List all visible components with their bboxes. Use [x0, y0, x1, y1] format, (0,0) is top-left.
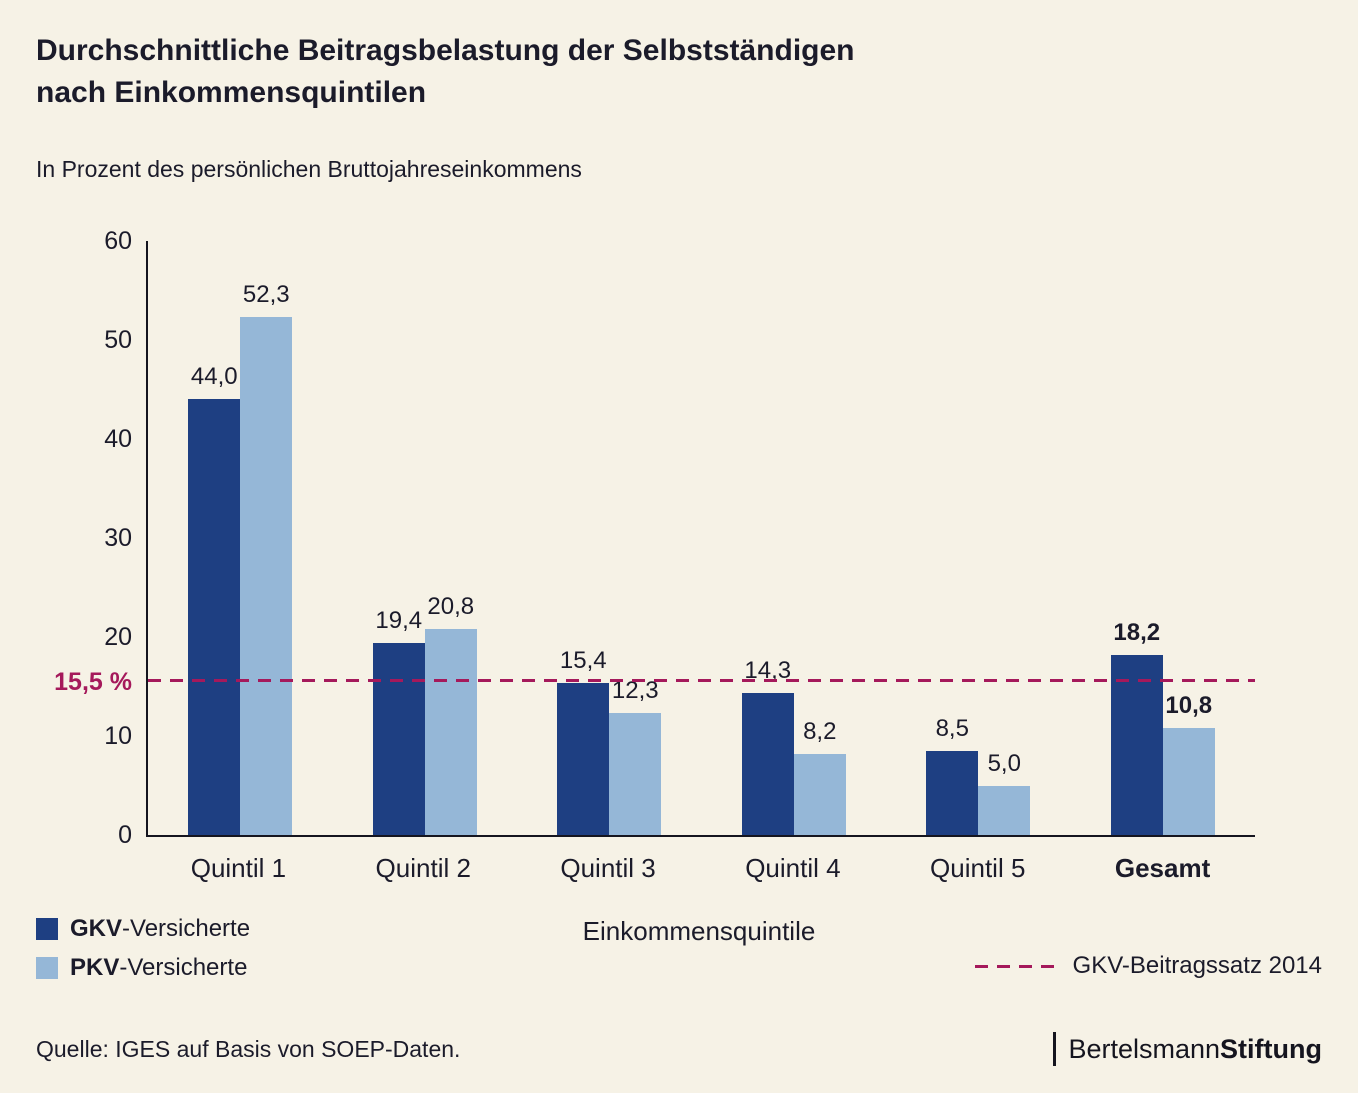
bar-group-3: 15,4 12,3 — [517, 241, 702, 835]
legend-label-pkv: PKV-Versicherte — [70, 953, 247, 983]
legend-reference-line: GKV-Beitragssatz 2014 — [974, 952, 1322, 980]
y-axis-tick-label: 40 — [104, 425, 132, 453]
bar-gkv-2: 19,4 — [372, 607, 425, 835]
category-label: Quintil 4 — [745, 853, 841, 883]
bar-gkv-1: 44,0 — [188, 363, 241, 835]
legend-label-pkv-suffix: -Versicherte — [119, 954, 248, 981]
legend-label-pkv-prefix: PKV — [70, 954, 120, 981]
y-axis-tick-label: 0 — [118, 821, 132, 849]
bar-gkv-6: 18,2 — [1110, 619, 1163, 835]
category-label: Quintil 2 — [375, 853, 471, 883]
bar-pkv-4: 8,2 — [793, 718, 846, 835]
pkv-color-swatch — [36, 957, 58, 979]
chart-title-line1: Durchschnittliche Beitragsbelastung der … — [36, 34, 855, 67]
bar-value-label: 18,2 — [1113, 618, 1161, 646]
bar-group-1: 44,0 52,3 — [148, 241, 333, 835]
reference-legend-label: GKV-Beitragssatz 2014 — [1072, 952, 1322, 979]
bar-pkv-3: 12,3 — [609, 677, 662, 835]
dashed-line-sample — [974, 964, 1059, 968]
legend: GKV-Versicherte PKV-Versicherte — [36, 914, 1322, 983]
category-label: Gesamt — [1114, 853, 1211, 883]
bar-pkv-6: 10,8 — [1162, 692, 1215, 835]
bar-group-4: 14,3 8,2 — [702, 241, 887, 835]
plot-area: 0 10 20 30 40 50 60 44,0 52,3 19,4 20,8 15,4 12,3 14,… — [54, 227, 1255, 849]
reference-line — [148, 678, 1255, 682]
y-axis-tick-label: 30 — [104, 524, 132, 552]
bar-pkv-2: 20,8 — [424, 593, 477, 835]
y-axis-tick-label: 60 — [104, 227, 132, 255]
bar-value-label: 19,4 — [375, 606, 423, 634]
logo-text-regular: Bertelsmann — [1068, 1033, 1221, 1064]
bar-value-label: 12,3 — [611, 677, 659, 705]
bertelsmann-stiftung-logo: BertelsmannStiftung — [1053, 1032, 1322, 1066]
bar-group-5: 8,5 5,0 — [886, 241, 1071, 835]
bar-group-6: 18,2 10,8 — [1071, 241, 1256, 835]
chart-title-line2: nach Einkommensquintilen — [36, 76, 427, 109]
bar-value-label: 8,5 — [935, 714, 969, 742]
bar-group-2: 19,4 20,8 — [333, 241, 518, 835]
bar-gkv-4: 14,3 — [741, 657, 794, 835]
logo-text: BertelsmannStiftung — [1068, 1034, 1322, 1065]
bar-value-label: 10,8 — [1165, 692, 1213, 720]
x-axis-title: Einkommensquintile — [582, 916, 816, 946]
y-axis-tick-label: 10 — [104, 722, 132, 750]
source-text: Quelle: IGES auf Basis von SOEP-Daten. — [36, 1035, 461, 1062]
logo-text-bold: Stiftung — [1220, 1033, 1322, 1064]
bar-pkv-1: 52,3 — [240, 281, 293, 835]
legend-item-pkv: PKV-Versicherte — [36, 953, 1322, 983]
gkv-color-swatch — [36, 918, 58, 940]
category-label: Quintil 1 — [190, 853, 287, 883]
legend-item-gkv: GKV-Versicherte — [36, 914, 1322, 944]
chart-subtitle: In Prozent des persönlichen Bruttojahres… — [36, 156, 582, 182]
y-axis-tick-label: 20 — [104, 623, 132, 651]
reference-line-label: 15,5 % — [54, 667, 132, 696]
bar-pkv-5: 5,0 — [978, 750, 1031, 835]
category-label: Quintil 3 — [560, 853, 656, 883]
legend-label-gkv: GKV-Versicherte — [70, 914, 250, 944]
legend-row: GKV-Versicherte PKV-Versicherte Einkomme… — [36, 914, 1322, 992]
bar-value-label: 52,3 — [242, 281, 290, 309]
bar-value-label: 15,4 — [559, 646, 607, 674]
legend-label-gkv-suffix: -Versicherte — [122, 915, 251, 942]
category-label: Quintil 5 — [930, 853, 1026, 883]
y-axis-tick-label: 50 — [104, 326, 132, 354]
bar-gkv-3: 15,4 — [557, 647, 610, 835]
logo-vertical-bar — [1053, 1032, 1057, 1066]
footer: Quelle: IGES auf Basis von SOEP-Daten. B… — [36, 1032, 1322, 1066]
bar-value-label: 20,8 — [427, 593, 475, 621]
bar-value-label: 44,0 — [190, 363, 238, 391]
legend-label-gkv-prefix: GKV — [70, 915, 123, 942]
bar-value-label: 5,0 — [987, 749, 1021, 777]
x-axis-category-labels: Quintil 1 Quintil 2 Quintil 3 Quintil 4 Quin… — [146, 837, 1255, 884]
bars-layer: 44,0 52,3 19,4 20,8 15,4 12,3 14,3 8,2 8,5 5,0 18,… — [148, 241, 1255, 835]
chart-title: Durchschnittliche Beitragsbelastung der … — [36, 30, 1322, 114]
bar-value-label: 8,2 — [803, 717, 837, 745]
bar-gkv-5: 8,5 — [926, 715, 979, 835]
